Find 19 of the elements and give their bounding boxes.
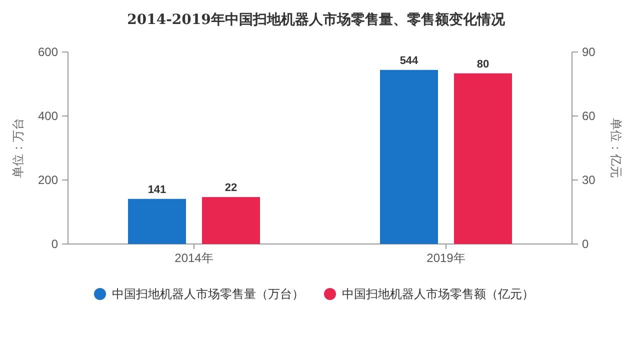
legend-label: 中国扫地机器人市场零售额（亿元） — [342, 287, 534, 302]
y2-tick-label: 90 — [582, 45, 596, 60]
y2-tick-label: 30 — [582, 173, 596, 188]
x-tick-label: 2014年 — [174, 251, 214, 265]
x-tick-label: 2019年 — [426, 251, 466, 265]
y-tick-label: 0 — [51, 237, 58, 252]
y-axis-title: 单位：万台 — [11, 118, 25, 178]
y-tick-label: 400 — [38, 109, 58, 124]
data-label: 80 — [476, 58, 490, 70]
y-tick-label: 200 — [38, 173, 58, 188]
data-label: 141 — [148, 184, 166, 196]
y2-tick-label: 60 — [582, 109, 596, 124]
data-label: 22 — [224, 182, 238, 194]
y2-tick-label: 0 — [582, 237, 589, 252]
legend-label: 中国扫地机器人市场零售量（万台） — [112, 287, 304, 302]
data-label: 544 — [400, 54, 420, 67]
y2-axis-title: 单位：亿元 — [609, 118, 623, 178]
y-tick-label: 600 — [38, 45, 58, 60]
chart-title: 2014-2019年中国扫地机器人市场零售量、零售额变化情况 — [127, 11, 506, 28]
